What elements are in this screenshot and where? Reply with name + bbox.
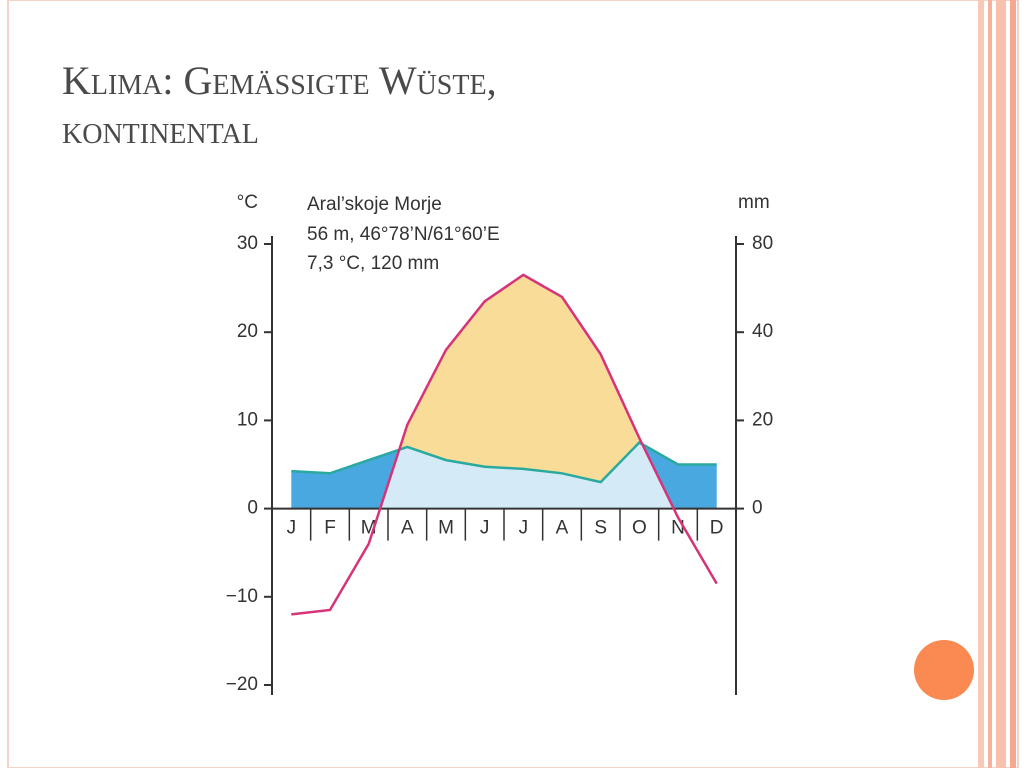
x-tick-label: S — [594, 518, 607, 539]
x-tick-label: A — [401, 518, 414, 539]
x-tick-label: D — [710, 518, 724, 539]
y2-tick-label: 80 — [752, 233, 773, 254]
stripe — [978, 0, 984, 768]
y2-tick-label: 20 — [752, 409, 773, 430]
x-tick-label: A — [556, 518, 569, 539]
y2-tick-label: 40 — [752, 321, 773, 342]
y-tick-label: 20 — [237, 321, 258, 342]
y-tick-label: 0 — [247, 498, 258, 519]
y-tick-label: −10 — [226, 586, 258, 607]
slide-title: Klima: Gemässigte Wüste, — [62, 58, 497, 103]
x-tick-label: F — [324, 518, 336, 539]
y-tick-label: −20 — [226, 674, 258, 695]
stripe — [1010, 0, 1016, 768]
series-line — [291, 440, 717, 484]
x-tick-label: O — [632, 518, 647, 539]
series-line — [291, 273, 718, 616]
x-tick-label: J — [287, 518, 297, 539]
dry-precip-area — [291, 442, 717, 509]
stripe — [988, 0, 992, 768]
chart-subtitle: 7,3 °C, 120 mm — [307, 253, 439, 274]
chart-subtitle: 56 m, 46°78’N/61°60’E — [307, 224, 500, 245]
slide-title: kontinental — [62, 107, 259, 152]
chart-title: Aral’skoje Morje — [307, 194, 442, 215]
y2-tick-label: 0 — [752, 498, 763, 519]
x-tick-label: J — [519, 518, 529, 539]
y-tick-label: 10 — [237, 409, 258, 430]
x-tick-label: J — [480, 518, 490, 539]
decor-circle — [914, 640, 974, 700]
arid-area — [291, 274, 717, 483]
y-axis-label: °C — [237, 192, 258, 213]
stripe — [996, 0, 1006, 768]
y2-axis-label: mm — [738, 192, 770, 213]
y-tick-label: 30 — [237, 233, 258, 254]
slide-border — [7, 0, 1019, 768]
x-tick-label: M — [438, 518, 454, 539]
x-tick-label: N — [671, 518, 685, 539]
